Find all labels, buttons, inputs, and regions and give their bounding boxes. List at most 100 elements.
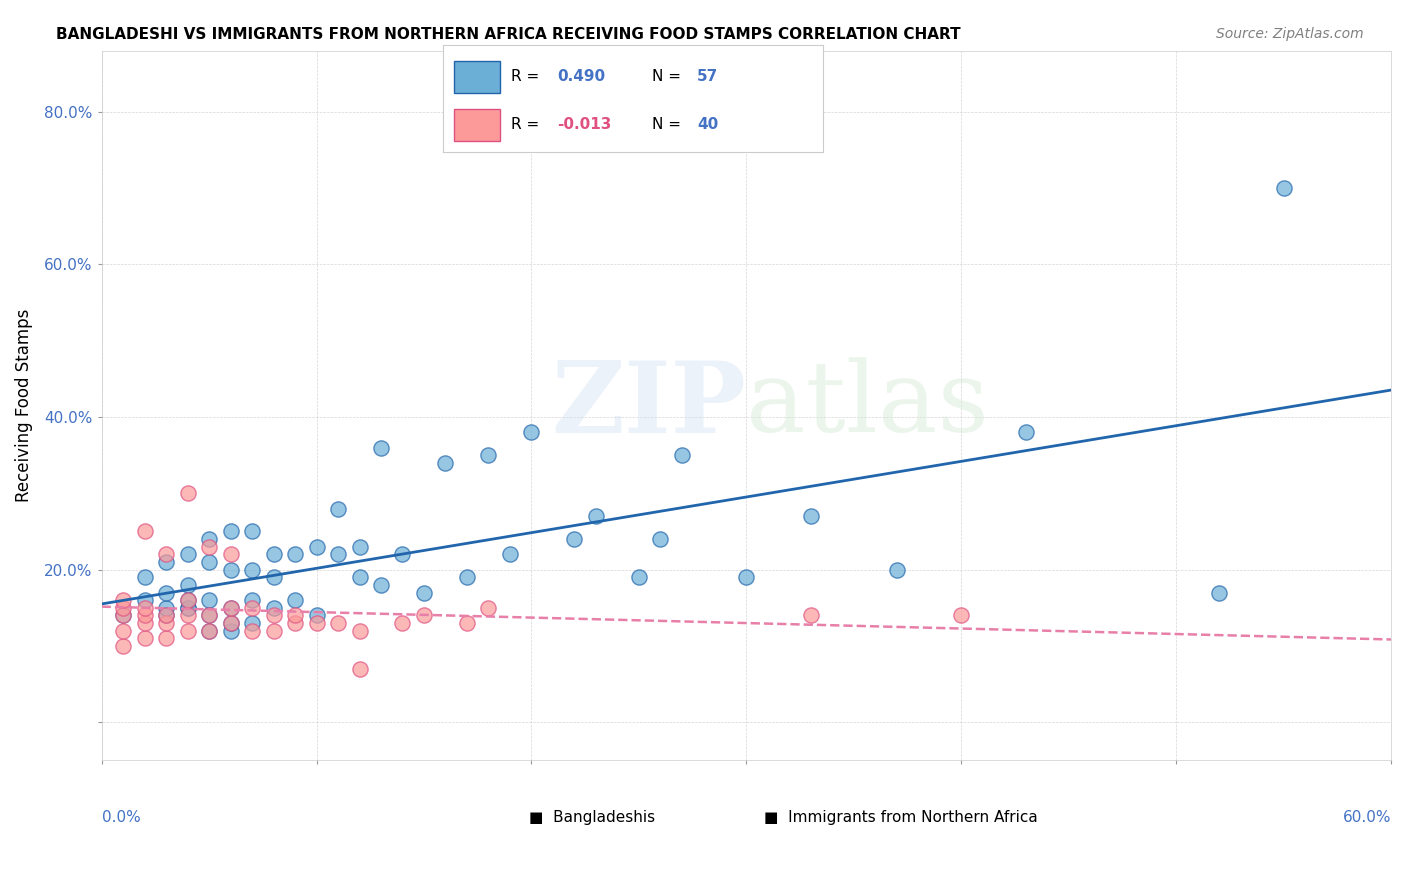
Point [284,608,307,623]
Point [134,593,156,607]
Point [176,593,198,607]
Point [134,615,156,630]
Point [305,540,328,554]
Text: N =: N = [652,118,681,132]
Text: 57: 57 [697,70,718,84]
Text: R =: R = [512,70,540,84]
Text: 60.0%: 60.0% [1343,810,1391,825]
Point [391,615,413,630]
Point [886,563,908,577]
Point [950,608,973,623]
Text: atlas: atlas [747,358,988,453]
Point [650,532,672,546]
Point [477,600,499,615]
Text: 0.0%: 0.0% [101,810,141,825]
Point [176,600,198,615]
Text: ■  Immigrants from Northern Africa: ■ Immigrants from Northern Africa [765,810,1038,825]
Point [198,608,221,623]
Point [219,600,242,615]
Point [240,563,263,577]
Point [800,509,823,524]
Text: BANGLADESHI VS IMMIGRANTS FROM NORTHERN AFRICA RECEIVING FOOD STAMPS CORRELATION: BANGLADESHI VS IMMIGRANTS FROM NORTHERN … [56,27,960,42]
Point [112,639,135,653]
Point [240,624,263,638]
Point [155,615,177,630]
Point [176,608,198,623]
Point [370,441,392,455]
Point [585,509,607,524]
Point [112,624,135,638]
Text: ■  Bangladeshis: ■ Bangladeshis [529,810,655,825]
Point [219,524,242,539]
Point [134,608,156,623]
Point [134,632,156,646]
Point [240,524,263,539]
Point [735,570,758,584]
Point [198,624,221,638]
Point [240,593,263,607]
Point [219,600,242,615]
Point [219,615,242,630]
Point [112,608,135,623]
Point [349,570,371,584]
Point [176,578,198,592]
Point [263,547,285,561]
Point [1272,181,1295,195]
Point [155,555,177,569]
Point [284,593,307,607]
Text: -0.013: -0.013 [557,118,612,132]
Point [198,608,221,623]
Point [134,570,156,584]
Point [564,532,586,546]
Point [134,600,156,615]
Point [155,632,177,646]
Point [198,624,221,638]
Point [155,547,177,561]
Point [391,547,413,561]
Point [671,448,693,462]
Point [240,615,263,630]
Point [263,624,285,638]
Point [112,608,135,623]
Point [456,570,478,584]
Point [499,547,522,561]
Point [263,608,285,623]
Point [800,608,823,623]
Point [176,593,198,607]
Point [349,540,371,554]
Text: R =: R = [512,118,540,132]
Point [176,624,198,638]
Point [112,593,135,607]
Text: N =: N = [652,70,681,84]
Point [370,578,392,592]
Text: Source: ZipAtlas.com: Source: ZipAtlas.com [1216,27,1364,41]
Point [155,608,177,623]
Point [219,624,242,638]
Point [134,524,156,539]
Point [305,615,328,630]
Point [219,563,242,577]
FancyBboxPatch shape [454,109,501,141]
Point [305,608,328,623]
Point [326,547,349,561]
Point [326,615,349,630]
Point [176,600,198,615]
Point [284,615,307,630]
Point [413,608,436,623]
Point [434,456,457,470]
Point [456,615,478,630]
FancyBboxPatch shape [454,61,501,93]
Point [263,570,285,584]
Point [1015,425,1038,440]
Point [326,501,349,516]
Point [219,615,242,630]
Text: 40: 40 [697,118,718,132]
Point [349,662,371,676]
Point [627,570,650,584]
Point [349,624,371,638]
Point [413,585,436,599]
Point [284,547,307,561]
Point [263,600,285,615]
Point [198,593,221,607]
Text: ZIP: ZIP [551,357,747,454]
